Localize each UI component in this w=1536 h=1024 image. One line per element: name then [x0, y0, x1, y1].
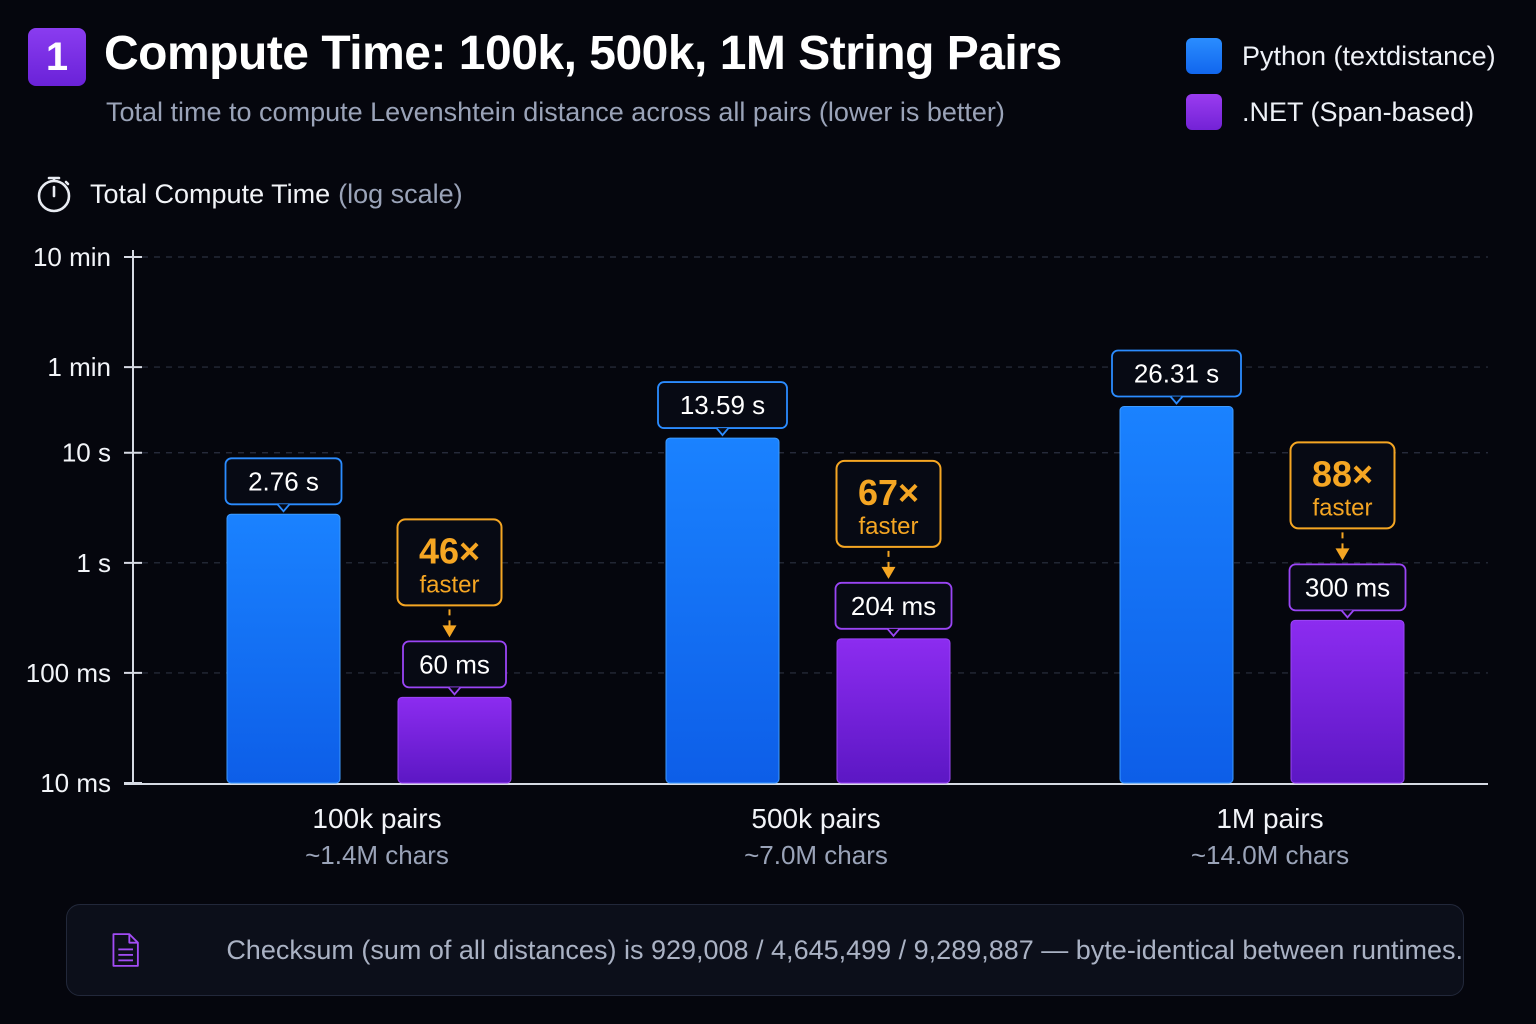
page-subtitle: Total time to compute Levenshtein distan…: [106, 97, 1005, 127]
x-tick-label: 500k pairs: [751, 803, 880, 834]
speedup-box: [1289, 441, 1396, 530]
x-tick-sublabel: ~14.0M chars: [1191, 840, 1349, 870]
python-value-label: 26.31 s: [1134, 358, 1219, 388]
legend-swatch-dotnet: [1186, 94, 1222, 130]
python-callout-pointer: [715, 427, 730, 437]
speedup-arrow-head: [442, 625, 457, 638]
bar-dotnet: [836, 638, 951, 784]
speedup-callout: 67×faster: [835, 459, 942, 579]
speedup-text: faster: [1312, 494, 1372, 521]
dotnet-value-label: 60 ms: [419, 649, 490, 679]
legend-item-dotnet: .NET (Span-based): [1186, 92, 1496, 132]
y-tick-label: 10 s: [62, 438, 111, 468]
speedup-box: [396, 518, 503, 607]
python-callout: 26.31 s: [1111, 349, 1242, 405]
bar-dotnet: [1290, 619, 1405, 784]
speedup-callout: 88×faster: [1289, 441, 1396, 561]
speedup-box: [835, 459, 942, 548]
speedup-arrow-head: [881, 566, 896, 579]
axis-title-main: Total Compute Time: [90, 178, 331, 209]
python-value-label: 2.76 s: [248, 466, 319, 496]
y-tick-label: 1 min: [47, 352, 111, 382]
dotnet-callout-pointer: [886, 628, 901, 638]
dotnet-value-label: 204 ms: [851, 591, 936, 621]
checksum-note: Checksum (sum of all distances) is 929,0…: [66, 904, 1464, 996]
bar-chart: 10 min 1 min 10 s 1 s 100 ms 10 ms 2.76 s 60 ms…: [26, 242, 1488, 870]
x-tick-sublabel: ~1.4M chars: [305, 840, 449, 870]
speedup-value: 46×: [419, 530, 480, 571]
bar-python: [665, 437, 780, 784]
stopwatch-icon: [37, 176, 71, 213]
python-callout-pointer: [276, 503, 291, 513]
speedup-text: faster: [858, 513, 918, 540]
x-tick-sublabel: ~7.0M chars: [744, 840, 888, 870]
legend-item-python: Python (textdistance): [1186, 36, 1496, 76]
legend-swatch-python: [1186, 38, 1222, 74]
python-callout: 13.59 s: [657, 381, 788, 437]
page-title: Compute Time: 100k, 500k, 1M String Pair…: [104, 27, 1062, 80]
axis-title-note: (log scale): [338, 178, 463, 209]
speedup-value: 88×: [1312, 453, 1373, 494]
axis-title: Total Compute Time (log scale): [36, 174, 463, 214]
dotnet-callout-pointer: [447, 686, 462, 696]
legend-label-dotnet: .NET (Span-based): [1242, 96, 1475, 127]
python-callout: 2.76 s: [224, 457, 343, 513]
legend: Python (textdistance) .NET (Span-based): [1186, 36, 1496, 148]
y-tick-label: 10 min: [33, 242, 111, 272]
dotnet-callout: 300 ms: [1288, 563, 1407, 619]
y-tick-label: 1 s: [76, 548, 111, 578]
dotnet-callout: 204 ms: [834, 581, 953, 638]
python-callout-pointer: [1169, 395, 1184, 405]
y-tick-label: 10 ms: [40, 768, 111, 798]
dotnet-callout-pointer: [1340, 609, 1355, 619]
speedup-arrow-head: [1335, 548, 1350, 561]
legend-label-python: Python (textdistance): [1242, 40, 1496, 71]
bar-python: [226, 513, 341, 784]
y-tick-label: 100 ms: [26, 658, 111, 688]
speedup-value: 67×: [858, 472, 919, 513]
document-icon: [112, 933, 139, 967]
speedup-callout: 46×faster: [396, 518, 503, 638]
x-tick-label: 100k pairs: [312, 803, 441, 834]
bar-python: [1119, 405, 1234, 784]
python-value-label: 13.59 s: [680, 390, 765, 420]
bar-dotnet: [397, 696, 512, 784]
x-tick-label: 1M pairs: [1216, 803, 1323, 834]
dotnet-value-label: 300 ms: [1305, 572, 1390, 602]
checksum-text: Checksum (sum of all distances) is 929,0…: [226, 934, 1463, 965]
section-badge: 1: [28, 28, 86, 86]
speedup-text: faster: [419, 571, 479, 598]
dotnet-callout: 60 ms: [402, 640, 507, 696]
